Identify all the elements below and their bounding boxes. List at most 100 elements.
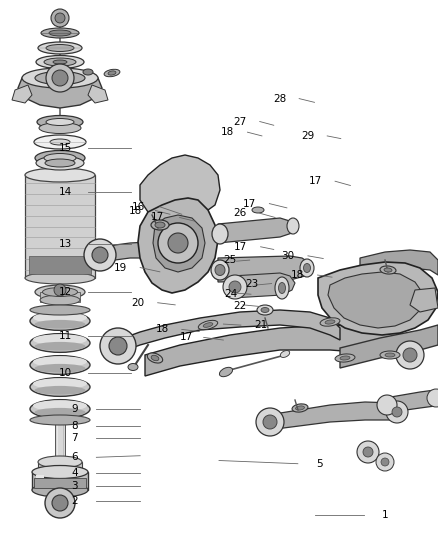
- Ellipse shape: [32, 483, 88, 497]
- Circle shape: [223, 275, 247, 299]
- Ellipse shape: [36, 156, 84, 170]
- Ellipse shape: [30, 305, 90, 315]
- Text: 17: 17: [309, 176, 322, 186]
- Text: 8: 8: [71, 422, 78, 431]
- Ellipse shape: [25, 168, 95, 182]
- Bar: [25, 175, 95, 278]
- Ellipse shape: [36, 55, 84, 69]
- Ellipse shape: [104, 69, 120, 77]
- Ellipse shape: [22, 68, 98, 88]
- Ellipse shape: [198, 320, 218, 329]
- Ellipse shape: [30, 334, 90, 352]
- Ellipse shape: [39, 123, 81, 133]
- Ellipse shape: [151, 356, 159, 361]
- Bar: [32, 472, 88, 490]
- Circle shape: [51, 9, 69, 27]
- Polygon shape: [88, 85, 108, 103]
- Text: 17: 17: [234, 242, 247, 252]
- Ellipse shape: [83, 69, 93, 75]
- Ellipse shape: [252, 207, 264, 213]
- Text: 20: 20: [131, 298, 145, 308]
- Text: 16: 16: [131, 202, 145, 212]
- Ellipse shape: [257, 305, 273, 315]
- Text: 2: 2: [71, 496, 78, 506]
- Ellipse shape: [215, 264, 225, 276]
- Text: 28: 28: [273, 94, 286, 103]
- Ellipse shape: [30, 312, 90, 330]
- Circle shape: [427, 389, 438, 407]
- Ellipse shape: [41, 28, 79, 38]
- Polygon shape: [12, 85, 32, 103]
- Ellipse shape: [212, 224, 228, 244]
- Circle shape: [263, 415, 277, 429]
- Ellipse shape: [35, 150, 85, 166]
- Ellipse shape: [33, 378, 87, 389]
- Ellipse shape: [35, 71, 85, 85]
- Text: 26: 26: [233, 208, 247, 218]
- Ellipse shape: [155, 222, 165, 228]
- Ellipse shape: [35, 342, 85, 351]
- Text: 18: 18: [155, 325, 169, 334]
- Ellipse shape: [30, 378, 90, 397]
- Ellipse shape: [292, 404, 308, 412]
- Polygon shape: [360, 250, 438, 275]
- Polygon shape: [145, 325, 412, 376]
- Polygon shape: [268, 402, 400, 430]
- Text: 10: 10: [59, 368, 72, 378]
- Ellipse shape: [37, 116, 83, 128]
- Circle shape: [52, 70, 68, 86]
- Text: 19: 19: [114, 263, 127, 272]
- Ellipse shape: [275, 277, 289, 299]
- Polygon shape: [385, 390, 438, 413]
- Text: 24: 24: [225, 289, 238, 299]
- Circle shape: [54, 284, 66, 296]
- Polygon shape: [410, 288, 438, 312]
- Text: 3: 3: [71, 481, 78, 491]
- Circle shape: [52, 495, 68, 511]
- Ellipse shape: [30, 415, 90, 425]
- Polygon shape: [218, 218, 296, 243]
- Polygon shape: [318, 262, 438, 335]
- Ellipse shape: [340, 356, 350, 360]
- Ellipse shape: [279, 282, 286, 294]
- Polygon shape: [118, 310, 340, 353]
- Ellipse shape: [203, 322, 213, 327]
- Ellipse shape: [280, 351, 290, 358]
- Circle shape: [229, 281, 241, 293]
- Circle shape: [363, 447, 373, 457]
- Circle shape: [392, 407, 402, 417]
- Bar: [55, 420, 65, 462]
- Circle shape: [256, 408, 284, 436]
- Ellipse shape: [304, 263, 311, 272]
- Text: 30: 30: [282, 251, 295, 261]
- Text: 7: 7: [71, 433, 78, 443]
- Circle shape: [168, 233, 188, 253]
- Text: 6: 6: [71, 453, 78, 462]
- Polygon shape: [138, 198, 218, 293]
- Ellipse shape: [30, 400, 90, 418]
- Text: 25: 25: [223, 255, 237, 265]
- Text: 12: 12: [59, 287, 72, 297]
- Ellipse shape: [38, 456, 82, 468]
- Polygon shape: [153, 215, 205, 272]
- Text: 18: 18: [291, 270, 304, 280]
- Ellipse shape: [380, 351, 400, 359]
- Ellipse shape: [261, 308, 269, 312]
- Ellipse shape: [35, 320, 85, 329]
- Text: 15: 15: [59, 143, 72, 153]
- Text: 1: 1: [382, 511, 389, 520]
- Ellipse shape: [335, 354, 355, 362]
- Ellipse shape: [45, 159, 75, 167]
- Ellipse shape: [44, 154, 76, 163]
- Circle shape: [84, 239, 116, 271]
- Circle shape: [386, 401, 408, 423]
- Text: 21: 21: [254, 320, 267, 330]
- Polygon shape: [232, 273, 295, 298]
- Text: 4: 4: [71, 469, 78, 478]
- Circle shape: [403, 348, 417, 362]
- Polygon shape: [328, 272, 424, 328]
- Text: 5: 5: [316, 459, 323, 469]
- Text: 22: 22: [233, 302, 247, 311]
- Ellipse shape: [219, 367, 233, 377]
- Circle shape: [377, 395, 397, 415]
